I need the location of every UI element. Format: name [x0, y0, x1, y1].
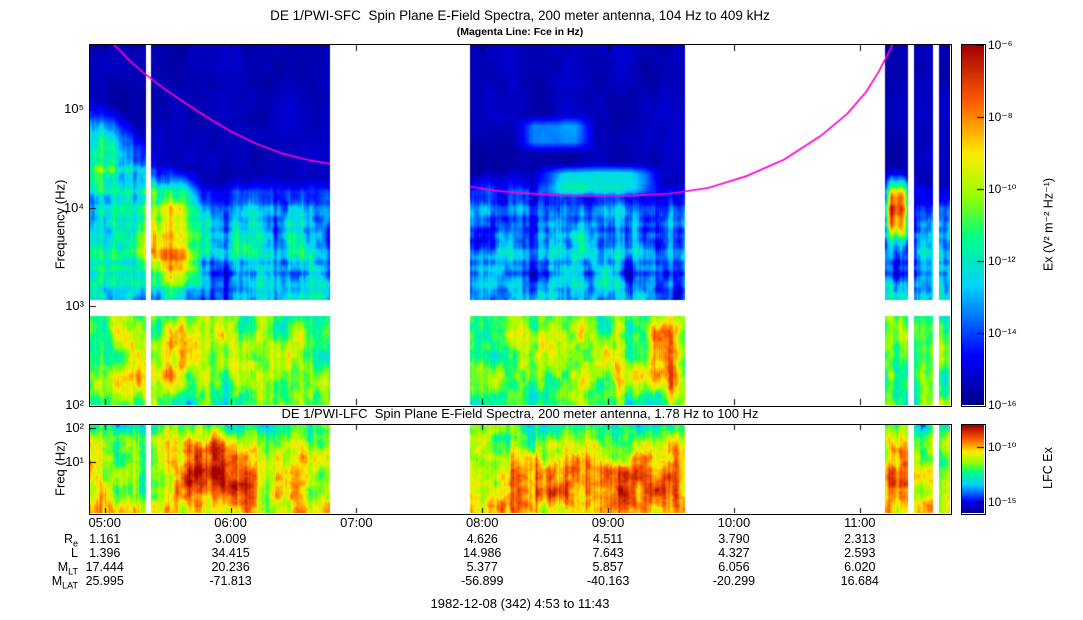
ephemeris-row-label-sub: LT [68, 566, 78, 577]
ephemeris-value: 16.684 [840, 574, 879, 588]
sfc-colorbar-tick-label: 10⁻¹⁴ [988, 326, 1017, 340]
ephemeris-value: 1.161 [89, 532, 121, 546]
ephemeris-value: 14.986 [463, 546, 502, 560]
sfc-ytick-label: 10⁴ [63, 199, 84, 215]
time-tick-label: 10:00 [717, 515, 751, 530]
lfc-ytick-label: 10¹ [65, 453, 84, 469]
ephemeris-value: 3.009 [214, 532, 247, 546]
lfc-colorbar-tick-label: 10⁻¹⁰ [988, 440, 1017, 454]
ephemeris-value: -40.163 [586, 574, 630, 588]
sfc-colorbar-tick-label: 10⁻¹⁶ [988, 398, 1017, 412]
sfc-subtitle: (Magenta Line: Fce in Hz) [456, 26, 584, 38]
ephemeris-value: 20.236 [211, 560, 250, 574]
time-tick-label: 07:00 [340, 515, 373, 530]
sfc-colorbar-label: Ex (V² m⁻² Hz⁻¹) [1041, 177, 1056, 272]
ephemeris-row-label-sub: LAT [62, 580, 78, 591]
ephemeris-row-label: MLT [24, 560, 78, 577]
ephemeris-value: 4.511 [592, 532, 624, 546]
sfc-ytick-label: 10³ [65, 298, 84, 314]
ephemeris-value: 4.626 [466, 532, 498, 546]
lfc-spectrogram-heatmap [90, 425, 950, 513]
sfc-ytick-label: 10⁵ [64, 101, 84, 117]
sfc-spectrogram-heatmap [90, 45, 950, 405]
ephemeris-value: 3.790 [718, 532, 750, 546]
ephemeris-row-label: Re [24, 532, 78, 549]
time-tick-label: 08:00 [465, 515, 499, 530]
ephemeris-value: -20.299 [712, 574, 756, 588]
sfc-colorbar-tick-label: 10⁻¹⁰ [988, 182, 1017, 196]
ephemeris-row-label-main: M [57, 560, 69, 574]
lfc-colorbar-gradient [962, 425, 984, 513]
ephemeris-value: 5.377 [466, 560, 498, 574]
ephemeris-value: 5.857 [592, 560, 624, 574]
lfc-colorbar-tick-label: 10⁻¹⁵ [988, 495, 1017, 509]
ephemeris-value: 2.313 [844, 532, 876, 546]
time-tick-label: 11:00 [843, 515, 876, 530]
ephemeris-row-label-main: L [71, 546, 78, 560]
ephemeris-value: -56.899 [461, 574, 504, 588]
sfc-ytick-label: 10² [65, 397, 84, 412]
ephemeris-value: 25.995 [85, 574, 124, 588]
lfc-title: DE 1/PWI-LFC Spin Plane E-Field Spectra,… [281, 406, 759, 421]
time-range-caption: 1982-12-08 (342) 4:53 to 11:43 [430, 596, 610, 611]
lfc-ytick-label: 10² [65, 419, 84, 435]
ephemeris-row-label: L [24, 546, 78, 563]
sfc-title: DE 1/PWI-SFC Spin Plane E-Field Spectra,… [270, 8, 770, 23]
time-tick-label: 09:00 [591, 515, 625, 530]
ephemeris-value: 1.396 [89, 546, 121, 560]
time-tick-label: 06:00 [214, 515, 247, 530]
sfc-colorbar-tick-label: 10⁻⁶ [988, 38, 1013, 52]
lfc-colorbar-label: LFC Ex [1041, 447, 1055, 489]
ephemeris-row-label-main: R [63, 532, 73, 546]
time-tick-label: 05:00 [88, 515, 121, 530]
sfc-colorbar-gradient [962, 45, 984, 405]
ephemeris-row-label-main: M [51, 574, 63, 588]
ephemeris-value: 2.593 [844, 546, 876, 560]
sfc-colorbar-tick-label: 10⁻⁸ [988, 110, 1013, 124]
ephemeris-row-label-sub: e [72, 538, 78, 549]
ephemeris-value: 6.056 [718, 560, 750, 574]
ephemeris-value: 6.020 [844, 560, 876, 574]
ephemeris-value: 17.444 [85, 560, 124, 574]
ephemeris-value: -71.813 [209, 574, 252, 588]
sfc-colorbar-tick-label: 10⁻¹² [988, 254, 1016, 268]
ephemeris-value: 34.415 [211, 546, 250, 560]
ephemeris-row-label: MLAT [24, 574, 78, 591]
ephemeris-value: 4.327 [718, 546, 750, 560]
ephemeris-value: 7.643 [592, 546, 624, 560]
